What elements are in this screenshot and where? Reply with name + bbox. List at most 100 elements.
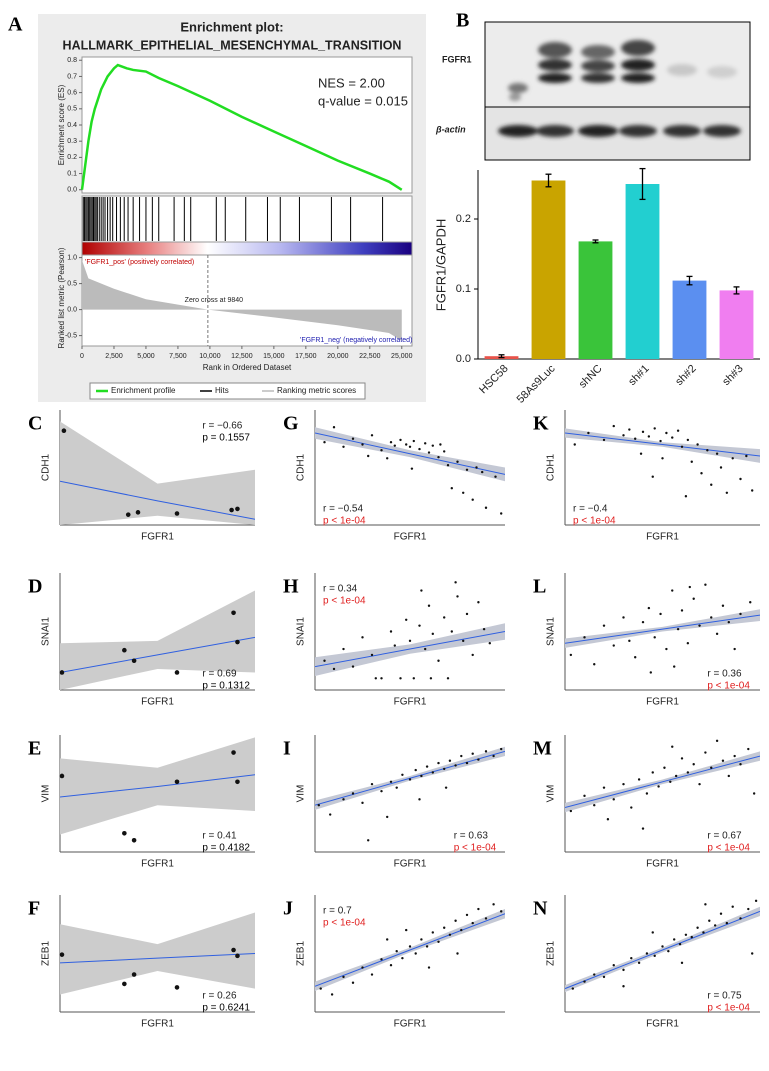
point [710,766,713,769]
point [229,507,234,513]
point [380,789,383,793]
point [680,609,684,612]
point [471,653,474,657]
error-bar [733,286,740,295]
p-text: p = 0.6241 [202,1003,250,1014]
point [351,981,355,984]
p-text: p < 1e-04 [573,516,616,527]
point [688,585,691,589]
y-axis-label: SNAI1 [41,617,52,646]
point [671,745,674,748]
r-text: r = 0.26 [202,991,237,1002]
point [389,630,393,633]
x-axis-label: FGFR1 [394,1019,427,1030]
point [235,953,240,959]
point [745,454,748,458]
point [329,813,332,816]
point [637,778,641,781]
point [456,952,459,955]
point [749,601,752,604]
point [454,919,457,922]
point [747,747,750,751]
blot-band [621,73,655,83]
point [583,794,586,798]
bar [531,180,566,359]
point [680,961,684,965]
point [492,903,495,906]
panel-letter: N [533,898,548,920]
point [332,426,336,429]
point [739,763,742,766]
panel-letter: B [456,10,469,32]
point [361,443,364,446]
blot-band [581,73,615,83]
point [645,792,649,795]
point [684,495,688,498]
point [431,632,434,636]
point [692,597,695,600]
point [471,752,474,755]
point [122,981,127,987]
point [727,620,730,624]
blot-band [538,59,572,71]
point [380,677,383,680]
x-axis-label: FGFR1 [141,532,174,543]
point [460,928,463,932]
point [733,647,736,651]
bar [625,184,660,359]
point [488,642,491,645]
point [667,949,670,953]
point [725,491,729,494]
point [174,670,180,675]
point [684,933,688,936]
point [323,659,326,662]
point [401,773,404,776]
y-axis-label: VIM [296,785,307,803]
point [612,424,615,428]
point [628,428,631,431]
blot-label: FGFR1 [442,54,472,64]
point [342,798,345,801]
point [696,443,699,446]
p-text: p = 0.1557 [202,433,250,444]
point [751,489,754,492]
point [231,947,236,953]
y-tick-label: 0.5 [67,106,77,113]
point [231,750,236,755]
point [235,779,240,785]
point [424,442,427,445]
blot-band [498,125,538,137]
point [651,475,654,478]
x-axis-label: FGFR1 [394,859,427,870]
x-axis-label: FGFR1 [141,697,174,708]
point [475,466,478,469]
point [602,975,606,979]
point [330,993,334,996]
point [342,975,345,979]
x-axis-label: FGFR1 [141,1019,174,1030]
panel-letter: E [28,738,41,760]
point [122,647,127,653]
point [634,656,637,659]
point [674,774,678,778]
x-tick-label: 22,500 [359,353,381,360]
y-tick-label: 0.1 [67,170,77,177]
point [437,761,440,765]
panel-letter: H [283,576,299,598]
x-tick-label: HSC58 [477,363,511,397]
metric-area [82,260,402,341]
point [739,477,742,481]
point [429,677,433,680]
point [420,589,423,592]
point [460,754,463,758]
fit-line [565,614,760,644]
point [351,792,355,795]
point [630,956,633,960]
x-tick-label: 2,500 [105,353,123,360]
blot-band [621,40,655,56]
point [673,938,676,941]
r-text: r = 0.75 [707,991,742,1002]
y-axis-label: CDH1 [41,453,52,481]
point [332,667,336,671]
point [437,659,440,662]
